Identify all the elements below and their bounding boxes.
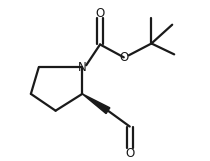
Polygon shape — [82, 94, 110, 114]
Text: N: N — [78, 61, 87, 74]
Text: O: O — [95, 7, 105, 20]
Text: O: O — [119, 51, 128, 64]
Text: O: O — [125, 147, 134, 160]
